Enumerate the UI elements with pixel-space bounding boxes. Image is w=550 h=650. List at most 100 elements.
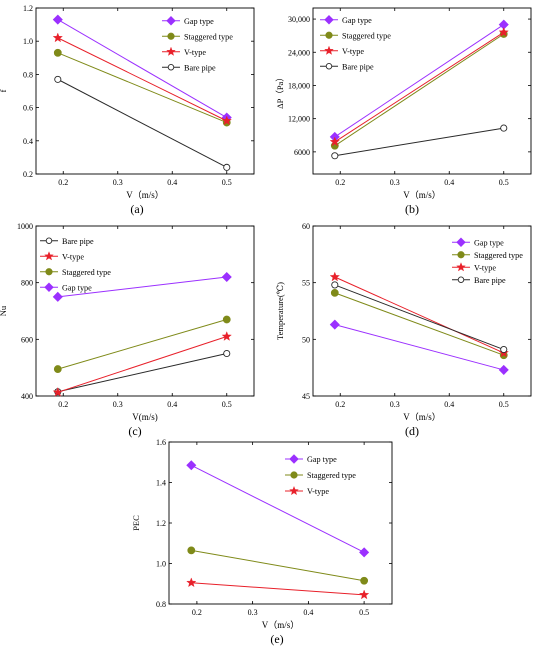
y-tick-label: 1.4: [156, 479, 166, 488]
series-line: [334, 127, 504, 157]
series-line: [191, 582, 365, 596]
x-tick-label: 0.2: [192, 608, 202, 617]
legend-marker: [324, 45, 334, 55]
series-line: [57, 353, 227, 393]
legend-marker: [289, 454, 299, 464]
data-point: [52, 32, 63, 43]
series-gap-type: [52, 271, 232, 302]
data-point: [186, 577, 197, 588]
legend: Gap type Staggered type V-type Bare pipe: [162, 16, 233, 72]
series-line: [334, 276, 504, 354]
series-line: [57, 37, 227, 122]
data-point: [498, 26, 509, 37]
series-line: [57, 336, 227, 393]
data-point: [52, 14, 63, 25]
x-tick-label: 0.2: [335, 400, 345, 409]
series-line: [334, 31, 505, 143]
y-axis-label: ΔP（Pa）: [275, 73, 285, 109]
legend-marker: [45, 237, 53, 244]
y-tick-label: 0.8: [23, 70, 33, 79]
series-line: [57, 78, 227, 168]
x-tick-label: 0.5: [499, 400, 509, 409]
y-axis-label: Temperature(℃): [275, 282, 285, 340]
data-point: [53, 48, 62, 57]
series-staggered-type: [53, 315, 231, 373]
x-tick-label: 0.5: [359, 608, 369, 617]
legend-marker: [457, 276, 465, 284]
legend-label: V-type: [342, 47, 364, 56]
x-tick-label: 0.3: [113, 400, 123, 409]
x-tick-label: 0.5: [222, 178, 232, 187]
panel-caption: (b): [405, 202, 419, 216]
legend-label: Gap type: [184, 17, 214, 26]
x-axis-label: V（m/s）: [403, 190, 441, 200]
data-point: [498, 364, 509, 375]
data-point: [186, 460, 197, 471]
y-tick-label: 30,000: [288, 15, 310, 24]
panel-caption: (a): [130, 202, 143, 216]
data-point: [221, 115, 232, 126]
legend-marker: [325, 31, 333, 39]
legend-marker: [289, 485, 299, 496]
data-point: [360, 576, 369, 585]
data-point: [54, 75, 62, 83]
series-line: [191, 464, 365, 553]
legend-marker: [290, 471, 298, 479]
series-bare-pipe: [331, 281, 508, 354]
x-tick-label: 0.5: [499, 178, 509, 187]
y-tick-label: 0.2: [23, 170, 33, 179]
series-staggered-type: [187, 546, 369, 585]
y-tick-label: 1000: [17, 222, 33, 231]
y-tick-label: 0.4: [23, 137, 33, 146]
legend-marker: [456, 262, 466, 272]
y-tick-label: 800: [21, 279, 33, 288]
data-point: [221, 271, 232, 283]
chart-panel-1: 0.2 0.3 0.4 0.5 0.2 0.4 0.6 0.8 1.0 1.2 V（m/s） f Gap…: [0, 4, 255, 216]
data-point: [331, 152, 339, 160]
data-point: [331, 281, 339, 289]
y-tick-label: 1.2: [23, 4, 33, 13]
legend-marker: [45, 268, 53, 276]
legend-label: Bare pipe: [184, 63, 216, 72]
series-line: [57, 19, 228, 118]
plot-frame: [312, 225, 532, 397]
series-v-type: [329, 26, 509, 147]
data-point: [500, 124, 508, 132]
chart-panel-3: 0.2 0.3 0.4 0.5 400 600 800 1000 V(m/s) Nu Bare pi…: [0, 222, 255, 438]
data-point: [52, 386, 63, 397]
data-point: [329, 136, 340, 147]
data-point: [359, 547, 370, 558]
series-gap-type: [329, 319, 509, 375]
data-point: [329, 271, 340, 282]
panel-caption: (d): [405, 424, 419, 438]
data-point: [187, 546, 196, 555]
y-axis-label: f: [0, 89, 8, 92]
legend-label: Staggered type: [184, 32, 233, 41]
legend-label: V-type: [307, 487, 329, 496]
y-tick-label: 50: [302, 335, 310, 344]
plot-frame: [35, 225, 255, 397]
series-v-type: [186, 577, 370, 600]
x-tick-label: 0.2: [58, 178, 68, 187]
y-tick-label: 6000: [294, 148, 310, 157]
series-bare-pipe: [331, 124, 508, 160]
legend-label: Staggered type: [474, 251, 523, 260]
series-line: [334, 33, 505, 147]
legend-marker: [167, 32, 175, 40]
series-line: [57, 52, 227, 124]
series-staggered-type: [53, 48, 231, 127]
series-v-type: [329, 271, 509, 358]
legend-marker: [167, 63, 175, 71]
series-line: [57, 276, 227, 298]
legend-label: V-type: [474, 263, 496, 272]
chart-panel-5: 0.2 0.3 0.4 0.5 0.8 1.0 1.2 1.4 1.6 V（m/s） PEC Gap …: [131, 438, 393, 646]
series-bare-pipe: [54, 75, 231, 171]
series-v-type: [52, 32, 232, 126]
x-axis-label: V（m/s）: [403, 412, 441, 422]
legend-marker: [166, 16, 176, 26]
y-tick-label: 18,000: [288, 81, 310, 90]
legend-marker: [325, 63, 333, 70]
y-tick-label: 24,000: [288, 48, 310, 57]
legend-label: Gap type: [342, 16, 372, 25]
